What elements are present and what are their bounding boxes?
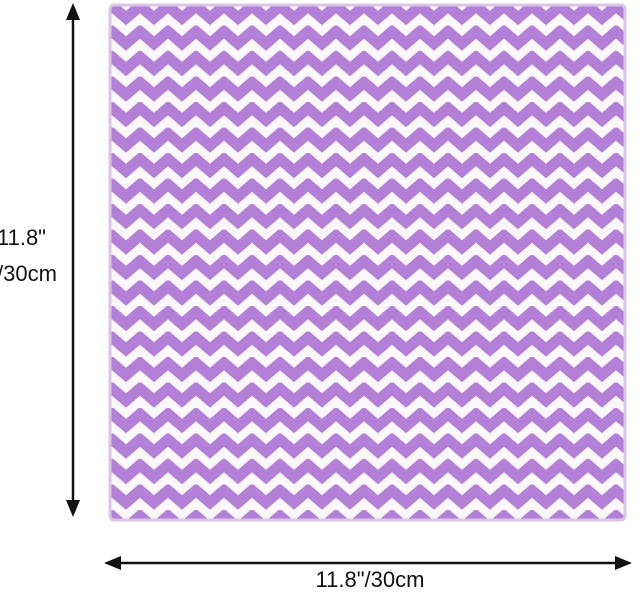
height-label: /30cm <box>0 261 57 286</box>
height-label: 11.8" <box>0 225 46 250</box>
width-arrow <box>104 556 632 570</box>
towel <box>108 3 627 522</box>
width-label: 11.8"/30cm <box>316 567 425 592</box>
height-arrow <box>66 3 80 517</box>
